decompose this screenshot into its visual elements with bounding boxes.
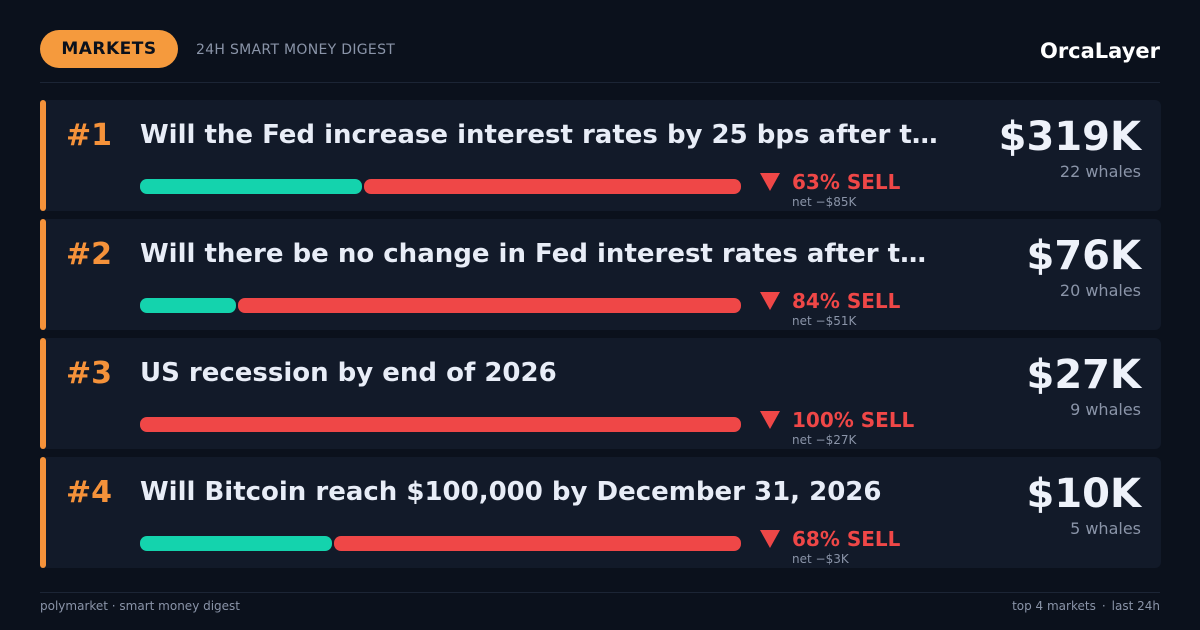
buy-sell-bar xyxy=(140,179,741,194)
buy-segment xyxy=(140,536,332,551)
market-card-2[interactable]: #2 Will there be no change in Fed intere… xyxy=(40,219,1161,330)
markets-badge: MARKETS xyxy=(40,30,178,68)
market-rank: #3 xyxy=(66,356,113,391)
market-title[interactable]: Will Bitcoin reach $100,000 by December … xyxy=(140,477,882,507)
sell-signal: 63% SELL xyxy=(792,170,901,194)
market-title[interactable]: Will there be no change in Fed interest … xyxy=(140,239,940,269)
card-accent-bar xyxy=(40,219,46,330)
card-accent-bar xyxy=(40,100,46,211)
footer-divider xyxy=(40,592,1160,593)
footer-separator: · xyxy=(1101,599,1106,613)
sell-signal: 100% SELL xyxy=(792,408,915,432)
net-flow: net −$27K xyxy=(792,433,857,447)
header-divider xyxy=(40,82,1160,83)
card-accent-bar xyxy=(40,338,46,449)
sell-signal: 68% SELL xyxy=(792,527,901,551)
digest-subtitle: 24H SMART MONEY DIGEST xyxy=(196,42,396,58)
buy-sell-bar xyxy=(140,298,741,313)
net-flow: net −$85K xyxy=(792,195,857,209)
footer-time-window: last 24h xyxy=(1111,599,1160,613)
market-rank: #1 xyxy=(66,118,113,153)
buy-segment xyxy=(140,179,362,194)
market-title[interactable]: Will the Fed increase interest rates by … xyxy=(140,120,940,150)
whale-count: 5 whales xyxy=(1070,519,1141,538)
market-title[interactable]: US recession by end of 2026 xyxy=(140,358,557,388)
market-card-4[interactable]: #4 Will Bitcoin reach $100,000 by Decemb… xyxy=(40,457,1161,568)
net-flow: net −$51K xyxy=(792,314,857,328)
market-rank: #2 xyxy=(66,237,113,272)
sell-segment xyxy=(140,417,741,432)
market-volume: $76K xyxy=(1026,233,1142,279)
down-arrow-icon xyxy=(760,411,780,429)
market-card-1[interactable]: #1 Will the Fed increase interest rates … xyxy=(40,100,1161,211)
buy-segment xyxy=(140,298,236,313)
card-accent-bar xyxy=(40,457,46,568)
down-arrow-icon xyxy=(760,173,780,191)
footer-market-count: top 4 markets xyxy=(1012,599,1096,613)
footer-meta: top 4 markets · last 24h xyxy=(1012,599,1160,613)
sell-segment xyxy=(238,298,741,313)
buy-sell-bar xyxy=(140,536,741,551)
market-volume: $27K xyxy=(1026,352,1142,398)
buy-sell-bar xyxy=(140,417,741,432)
down-arrow-icon xyxy=(760,530,780,548)
brand-name: OrcaLayer xyxy=(1039,39,1160,63)
market-list: #1 Will the Fed increase interest rates … xyxy=(40,100,1161,576)
sell-signal: 84% SELL xyxy=(792,289,901,313)
market-volume: $319K xyxy=(998,114,1141,160)
down-arrow-icon xyxy=(760,292,780,310)
sell-segment xyxy=(334,536,741,551)
market-rank: #4 xyxy=(66,475,113,510)
whale-count: 20 whales xyxy=(1059,281,1141,300)
net-flow: net −$3K xyxy=(792,552,849,566)
sell-segment xyxy=(364,179,741,194)
whale-count: 9 whales xyxy=(1070,400,1141,419)
market-card-3[interactable]: #3 US recession by end of 2026 100% SELL… xyxy=(40,338,1161,449)
header: MARKETS 24H SMART MONEY DIGEST OrcaLayer xyxy=(40,30,1160,70)
whale-count: 22 whales xyxy=(1059,162,1141,181)
footer-source: polymarket · smart money digest xyxy=(40,599,241,613)
market-volume: $10K xyxy=(1026,471,1142,517)
